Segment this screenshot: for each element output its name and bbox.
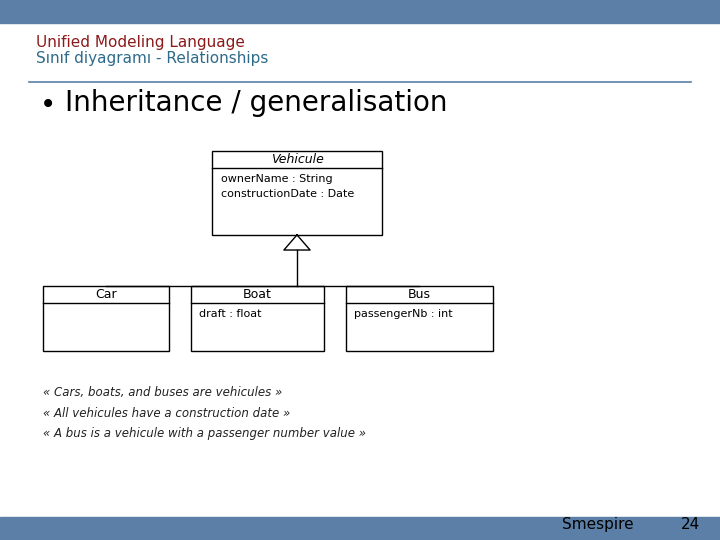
- Text: « All vehicules have a construction date »: « All vehicules have a construction date…: [43, 407, 290, 420]
- Bar: [43, 286, 169, 351]
- Text: Bus: Bus: [408, 288, 431, 301]
- Text: Vehicule: Vehicule: [271, 153, 323, 166]
- Bar: [0, 0, 720, 23]
- Bar: [0, 517, 720, 540]
- Text: « Cars, boats, and buses are vehicules »: « Cars, boats, and buses are vehicules »: [43, 386, 282, 399]
- Text: constructionDate : Date: constructionDate : Date: [221, 189, 354, 199]
- Text: •: •: [40, 91, 56, 119]
- Bar: [191, 286, 324, 351]
- Text: Boat: Boat: [243, 288, 272, 301]
- Text: ownerName : String: ownerName : String: [221, 174, 333, 184]
- Text: 24: 24: [680, 517, 700, 532]
- Text: Sınıf diyagramı - Relationships: Sınıf diyagramı - Relationships: [36, 51, 269, 66]
- Bar: [212, 151, 382, 235]
- Text: draft : float: draft : float: [199, 309, 262, 319]
- Text: « A bus is a vehicule with a passenger number value »: « A bus is a vehicule with a passenger n…: [43, 427, 366, 440]
- Bar: [346, 286, 493, 351]
- Text: Unified Modeling Language: Unified Modeling Language: [36, 35, 245, 50]
- Text: Car: Car: [95, 288, 117, 301]
- Text: passengerNb : int: passengerNb : int: [354, 309, 453, 319]
- Text: Inheritance / generalisation: Inheritance / generalisation: [65, 89, 447, 117]
- Text: Smespire: Smespire: [562, 517, 633, 532]
